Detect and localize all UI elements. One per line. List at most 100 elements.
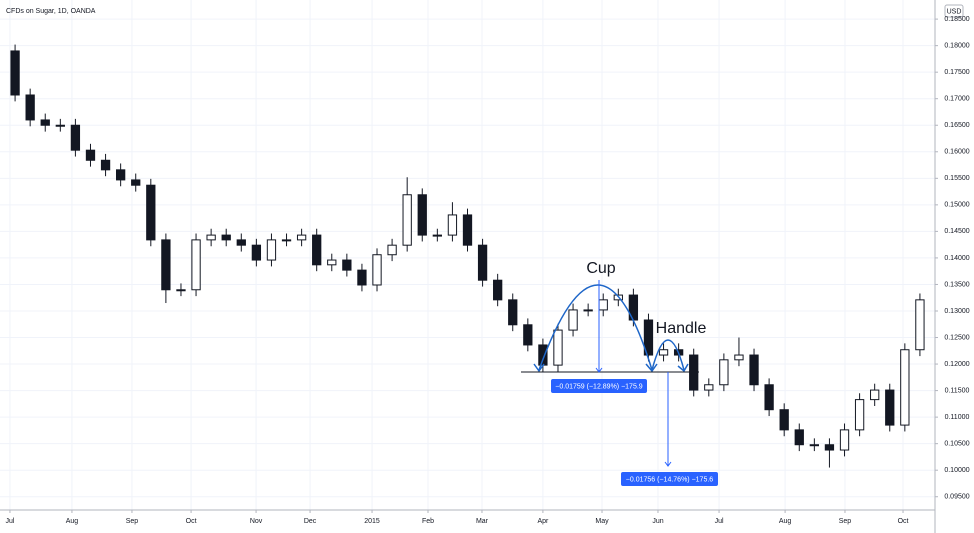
handle-label: Handle (656, 320, 707, 337)
candle-body (115, 169, 126, 181)
candle-body (538, 344, 548, 366)
candle-body (689, 354, 699, 391)
x-tick-label: Jul (5, 518, 14, 525)
candle-body (462, 214, 473, 246)
candle-body (161, 239, 171, 291)
x-tick-label: Oct (186, 518, 197, 525)
candle-body (749, 354, 759, 386)
candle-body (477, 244, 488, 281)
arrow-head (645, 363, 658, 373)
candle-body (206, 234, 216, 241)
arrow-head (677, 363, 689, 373)
y-tick-label: 0.13500 (944, 281, 969, 288)
candle-body (327, 259, 337, 266)
candle-body (191, 239, 201, 291)
measure-label: −0.01759 (−12.89%) −175.9 (555, 383, 642, 390)
x-tick-label: Aug (779, 518, 792, 525)
y-tick-label: 0.18000 (944, 42, 969, 49)
candle-body (342, 259, 352, 271)
candle-body (658, 349, 669, 356)
candle-body (568, 309, 578, 331)
candle-body (764, 384, 774, 411)
candle-body (176, 289, 186, 292)
candle-body (266, 239, 277, 261)
y-tick-label: 0.17500 (944, 69, 969, 76)
currency: USD (947, 8, 962, 15)
measure-arrow (595, 367, 603, 373)
candle-body (296, 234, 307, 241)
candle-body (839, 429, 850, 451)
y-tick-label: 0.18500 (944, 16, 969, 23)
candle-body (583, 309, 593, 312)
candle-body (372, 254, 382, 286)
candle-body (809, 444, 820, 447)
candle-body (432, 234, 442, 237)
candle-body (447, 214, 458, 236)
candle-body (25, 94, 35, 121)
candle-body (312, 234, 322, 266)
candle-body (40, 119, 50, 126)
chart-title: CFDs on Sugar, 1D, OANDA (6, 8, 96, 15)
candle-body (85, 149, 96, 161)
candle-body (854, 399, 865, 431)
candle-body (357, 269, 367, 286)
x-tick-label: Feb (422, 518, 434, 525)
candle-body (734, 354, 744, 361)
candle-body (794, 429, 804, 446)
y-tick-label: 0.12000 (944, 361, 969, 368)
candle-body (824, 444, 835, 451)
candle-body (70, 124, 81, 151)
candle-body (221, 234, 231, 241)
candle-body (100, 159, 111, 171)
candle-body (281, 239, 292, 242)
y-tick-label: 0.16500 (944, 122, 969, 129)
candles (10, 44, 925, 468)
candle-body (55, 124, 65, 127)
candle-body (900, 349, 910, 426)
x-tick-label: Sep (839, 518, 852, 525)
candle-body (417, 194, 427, 236)
y-tick-label: 0.17000 (944, 96, 969, 103)
y-tick-label: 0.10000 (944, 467, 969, 474)
candle-body (553, 329, 563, 366)
candle-body (523, 324, 533, 346)
measure-arrow (664, 461, 672, 467)
candle-body (493, 279, 503, 301)
x-tick-label: 2015 (364, 518, 380, 525)
candle-body (885, 389, 895, 426)
candle-body (915, 299, 925, 351)
y-tick-label: 0.15000 (944, 202, 969, 209)
candle-body (131, 179, 141, 186)
x-tick-label: Mar (476, 518, 489, 525)
candle-body (643, 319, 654, 356)
candle-body (719, 359, 729, 386)
measure-label: −0.01756 (−14.76%) −175.6 (626, 476, 713, 483)
measure-box (621, 472, 718, 486)
x-tick-label: Dec (304, 518, 317, 525)
candle-body (870, 389, 880, 401)
y-tick-label: 0.13000 (944, 308, 969, 315)
x-tick-label: Oct (898, 518, 909, 525)
y-tick-label: 0.15500 (944, 175, 969, 182)
currency-box[interactable] (944, 4, 964, 18)
x-tick-label: Jun (652, 518, 663, 525)
y-tick-label: 0.10500 (944, 441, 969, 448)
cup-label: Cup (586, 260, 615, 277)
candle-body (402, 194, 412, 246)
candle-body (779, 409, 789, 431)
x-tick-label: Jul (715, 518, 724, 525)
y-tick-label: 0.11500 (945, 387, 970, 394)
y-tick-label: 0.11000 (945, 414, 970, 421)
handle-arc (651, 339, 685, 371)
arrow-head (533, 363, 545, 373)
candle-body (704, 384, 714, 391)
candle-body (387, 244, 397, 256)
candle-body (10, 50, 20, 96)
candle-body (598, 299, 608, 311)
y-tick-label: 0.14000 (944, 255, 969, 262)
drawings (533, 284, 689, 373)
x-tick-label: Apr (537, 518, 549, 525)
x-tick-label: May (595, 518, 609, 525)
measure-box (551, 379, 647, 393)
